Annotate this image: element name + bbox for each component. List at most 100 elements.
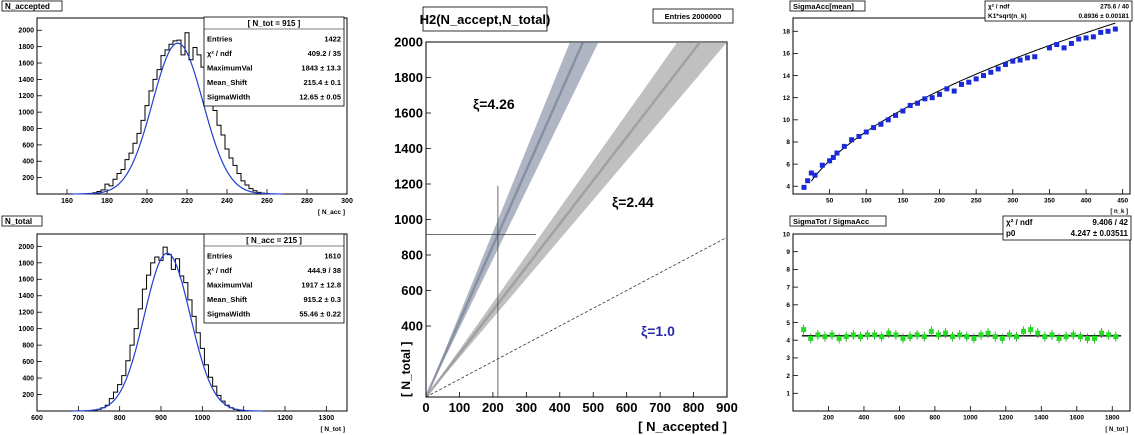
entries-box xyxy=(652,8,734,24)
data-point xyxy=(885,117,891,123)
data-point xyxy=(1099,330,1105,336)
y-tick-label: 800 xyxy=(22,126,34,133)
x-tick-label: 100 xyxy=(861,198,872,205)
data-point xyxy=(1105,28,1111,34)
y-tick-label: 1200 xyxy=(394,177,423,192)
stats-key: MaximumVal xyxy=(207,64,252,73)
x-axis-label: [ N_accepted ] xyxy=(638,419,727,434)
data-point xyxy=(850,332,856,338)
x-tick-label: 260 xyxy=(261,198,273,205)
x-axis-label: [ n_k ] xyxy=(1110,209,1128,215)
stats-key: χ² / ndf xyxy=(988,4,1010,11)
x-tick-label: 600 xyxy=(616,400,638,415)
sqrt-fit-curve xyxy=(810,22,1116,182)
stats-box xyxy=(203,233,345,324)
data-point xyxy=(959,81,964,87)
y-tick-label: 1200 xyxy=(18,310,34,317)
data-point xyxy=(1061,45,1067,51)
y-tick-label: 1000 xyxy=(394,212,423,227)
x-tick-label: 200 xyxy=(482,400,504,415)
data-point xyxy=(836,335,842,341)
x-tick-label: 100 xyxy=(449,400,471,415)
y-tick-label: 8 xyxy=(786,139,790,146)
data-point xyxy=(893,332,899,338)
y-axis-label: [ N_total ] xyxy=(399,342,413,397)
y-tick-label: 400 xyxy=(22,159,34,166)
data-point xyxy=(1049,332,1055,338)
data-point xyxy=(914,332,920,338)
y-tick-label: 3 xyxy=(786,355,790,362)
stats-key: Mean_Shift xyxy=(207,295,248,304)
y-tick-label: 200 xyxy=(22,392,34,399)
data-point xyxy=(808,335,814,341)
histogram-outline xyxy=(84,32,270,195)
x-tick-label: 250 xyxy=(971,198,982,205)
stats-value: 275.6 / 40 xyxy=(1100,4,1129,11)
x-tick-label: 1600 xyxy=(1070,415,1085,422)
y-tick-label: 14 xyxy=(783,73,791,80)
stats-key: χ² / ndf xyxy=(207,49,232,58)
data-point xyxy=(886,330,892,336)
data-point xyxy=(1098,29,1104,35)
stats-key: Entries xyxy=(207,252,232,261)
data-point xyxy=(907,102,913,108)
data-point xyxy=(1068,40,1074,46)
stats-value: 12.65 ± 0.05 xyxy=(299,93,341,102)
y-tick-label: 18 xyxy=(783,29,791,36)
y-tick-label: 12 xyxy=(783,95,791,102)
y-tick-label: 1400 xyxy=(394,141,423,156)
data-point xyxy=(841,143,847,149)
y-tick-label: 2000 xyxy=(18,244,34,251)
data-point xyxy=(857,334,863,340)
data-point xyxy=(1056,335,1062,341)
x-tick-label: 180 xyxy=(101,198,113,205)
density-band xyxy=(426,42,727,397)
y-tick-label: 4 xyxy=(786,337,790,344)
data-point xyxy=(843,334,849,340)
y-tick-label: 1600 xyxy=(18,60,34,67)
data-point xyxy=(966,79,972,85)
panel-sigmaacc: 50 100 150 200 250 300 350 400 450 4 6 8 10 12 14 16 18 S… xyxy=(783,0,1133,215)
x-tick-label: 1800 xyxy=(1105,415,1120,422)
x-tick-label: 900 xyxy=(155,415,167,422)
stats-value: 1917 ± 12.8 xyxy=(301,281,341,290)
y-tick-label: 1400 xyxy=(18,293,34,300)
x-tick-label: 600 xyxy=(31,415,43,422)
data-point xyxy=(1013,334,1019,340)
data-point xyxy=(1028,327,1034,333)
stats-key: SigmaWidth xyxy=(207,93,251,102)
data-point xyxy=(943,330,949,336)
stats-key: χ² / ndf xyxy=(207,266,232,275)
y-tick-label: 1800 xyxy=(18,260,34,267)
stats-key: Mean_Shift xyxy=(207,78,248,87)
x-tick-label: 280 xyxy=(301,198,313,205)
data-point xyxy=(1076,36,1082,42)
stats-box xyxy=(1002,215,1132,241)
density-band xyxy=(426,42,599,397)
x-tick-label: 200 xyxy=(823,415,834,422)
x-tick-label: 200 xyxy=(141,198,153,205)
y-tick-label: 400 xyxy=(22,376,34,383)
stats-value: 4.247 ± 0.03511 xyxy=(1071,229,1129,238)
panel-h2: ξ=4.26 ξ=2.44 ξ=1.0 0 100 200 300 400 500 600 700 8… xyxy=(394,6,738,434)
data-point xyxy=(957,332,963,338)
title-box xyxy=(789,0,866,12)
data-point xyxy=(1046,45,1052,51)
stats-value: 915.2 ± 0.3 xyxy=(304,295,341,304)
chart-title: N_accepted xyxy=(5,2,50,11)
data-point xyxy=(856,133,862,139)
data-point xyxy=(878,121,884,127)
band-label: ξ=1.0 xyxy=(641,323,675,339)
data-point xyxy=(829,332,835,338)
y-tick-label: 5 xyxy=(786,320,790,327)
data-point xyxy=(830,154,836,160)
data-point xyxy=(822,334,828,340)
y-tick-label: 1600 xyxy=(394,106,423,121)
x-tick-label: 400 xyxy=(549,400,571,415)
y-tick-label: 4 xyxy=(786,184,790,191)
x-tick-label: 1400 xyxy=(1034,415,1049,422)
data-point xyxy=(1113,334,1119,340)
plot-frame xyxy=(792,233,1131,412)
y-tick-label: 1400 xyxy=(18,77,34,84)
x-axis-label: [ N_acc ] xyxy=(318,209,345,216)
